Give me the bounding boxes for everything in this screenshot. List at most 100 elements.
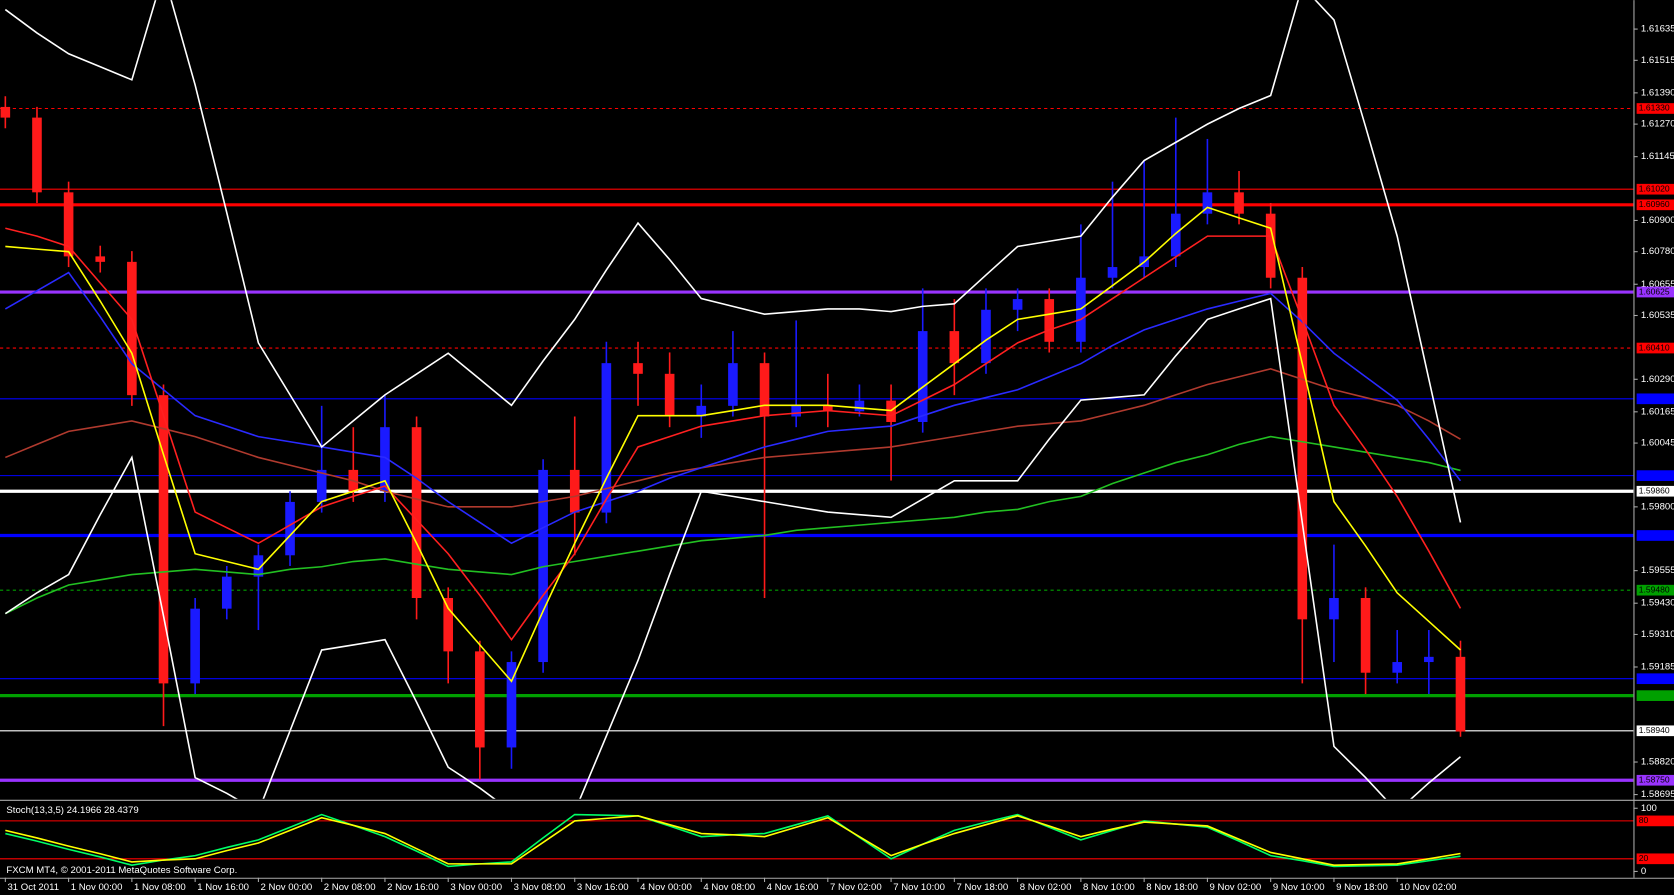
candle-body: [1265, 213, 1276, 278]
candle-body: [443, 597, 454, 652]
level-label: 1.60960: [1639, 199, 1670, 209]
level-label: 1.58750: [1639, 775, 1670, 785]
indicator-line: [5, 367, 1461, 508]
x-tick-label: 7 Nov 18:00: [956, 882, 1008, 893]
candle-body: [475, 651, 485, 748]
y-tick-label: 1.60290: [1641, 374, 1674, 385]
y-tick-label: 1.60535: [1641, 310, 1674, 321]
level-marker: [1636, 470, 1674, 481]
candle-body: [633, 363, 643, 374]
candle-body: [569, 469, 580, 513]
y-tick-label: 1.59430: [1641, 598, 1674, 609]
candle-body: [190, 608, 200, 684]
candle-body: [917, 331, 928, 422]
y-tick-label: 1.60655: [1641, 279, 1674, 290]
candle-body: [696, 405, 707, 417]
level-label: 1.60410: [1639, 342, 1670, 352]
candle-body: [506, 662, 517, 748]
level-marker: [1636, 530, 1674, 541]
candle-body: [981, 309, 991, 364]
y-tick-label: 1.59310: [1641, 629, 1674, 640]
copyright: FXCM MT4, © 2001-2011 MetaQuotes Softwar…: [6, 865, 237, 876]
level-marker: [1636, 584, 1674, 596]
y-tick-label: 1.58695: [1641, 789, 1674, 800]
candle-body: [1424, 656, 1434, 663]
y-tick-label: 1.61145: [1641, 151, 1674, 162]
x-tick-label: 4 Nov 00:00: [640, 882, 692, 893]
x-tick-label: 7 Nov 10:00: [893, 882, 945, 893]
x-tick-label: 9 Nov 18:00: [1336, 882, 1388, 893]
level-marker: [1636, 815, 1674, 827]
candle-body: [1044, 299, 1055, 342]
y-tick-label: 1.59185: [1641, 662, 1674, 673]
indicator-line: [5, 227, 1462, 642]
candle-body: [1329, 597, 1339, 620]
candle-body: [1107, 267, 1118, 278]
x-tick-label: 10 Nov 02:00: [1399, 882, 1456, 893]
candle-body: [601, 363, 612, 513]
candle-body: [1455, 656, 1466, 732]
candle-body: [728, 363, 738, 406]
candle-body: [759, 363, 770, 417]
x-tick-label: 2 Nov 08:00: [324, 882, 376, 893]
stoch-panel: [0, 813, 1634, 868]
y-tick-label: 1.58820: [1641, 757, 1674, 768]
candle-body: [1202, 192, 1213, 214]
candle-body: [32, 117, 42, 193]
x-tick-label: 4 Nov 16:00: [767, 882, 819, 893]
level-marker: [1636, 673, 1674, 685]
indicator-line: [4, 435, 1461, 615]
y-tick-label: 1.60045: [1641, 438, 1674, 449]
level-label: 20: [1639, 853, 1649, 863]
y-tick-label: 1.60780: [1641, 246, 1674, 257]
y-tick-label: 0: [1641, 866, 1646, 877]
candle-body: [221, 576, 232, 609]
candle-body: [316, 469, 327, 502]
candle-body: [1012, 299, 1023, 310]
level-marker: [1636, 199, 1674, 211]
y-tick-label: 1.61390: [1641, 87, 1674, 98]
candle-body: [664, 373, 675, 417]
x-tick-label: 4 Nov 08:00: [703, 882, 755, 893]
x-tick-label: 1 Nov 00:00: [71, 882, 123, 893]
x-tick-label: 2 Nov 16:00: [387, 882, 439, 893]
level-label: 1.61020: [1639, 183, 1670, 193]
candle-body: [823, 405, 833, 412]
y-tick-label: 1.60900: [1641, 215, 1674, 226]
candle-body: [1076, 277, 1086, 342]
y-tick-label: 1.61515: [1641, 55, 1674, 66]
level-marker: [1636, 342, 1674, 354]
level-marker: [1636, 183, 1674, 195]
x-tick-label: 3 Nov 08:00: [514, 882, 566, 893]
indicator-line: [4, 0, 1462, 523]
candle-body: [253, 555, 264, 577]
y-tick-label: 1.59555: [1641, 565, 1674, 576]
indicator-line: [4, 271, 1462, 545]
candle-body: [63, 192, 74, 257]
candle-body: [1392, 662, 1403, 673]
x-tick-label: 8 Nov 18:00: [1146, 882, 1198, 893]
candle-body: [285, 501, 295, 556]
indicator-title: Stoch(13,3,5) 24.1966 28.4379: [6, 805, 138, 816]
y-tick-label: 1.61635: [1641, 24, 1674, 35]
candle-body: [411, 427, 422, 598]
candle-body: [1297, 277, 1308, 620]
level-label: 1.61330: [1639, 103, 1670, 113]
candle-body: [0, 106, 11, 118]
x-tick-label: 31 Oct 2011: [7, 882, 59, 893]
indicator-line: [5, 206, 1462, 683]
y-tick-label: 1.61270: [1641, 119, 1674, 130]
candle-body: [1234, 192, 1244, 214]
y-tick-label: 1.60165: [1641, 406, 1674, 417]
indicator-line: [4, 297, 1461, 799]
y-tick-label: 100: [1641, 803, 1657, 814]
x-tick-label: 2 Nov 00:00: [261, 882, 313, 893]
candle-body: [854, 400, 865, 412]
level-label: 1.59860: [1639, 485, 1670, 495]
x-tick-label: 7 Nov 02:00: [830, 882, 882, 893]
x-tick-label: 1 Nov 08:00: [134, 882, 186, 893]
x-tick-label: 9 Nov 02:00: [1210, 882, 1262, 893]
x-tick-label: 3 Nov 00:00: [450, 882, 502, 893]
candle-body: [1170, 213, 1181, 257]
